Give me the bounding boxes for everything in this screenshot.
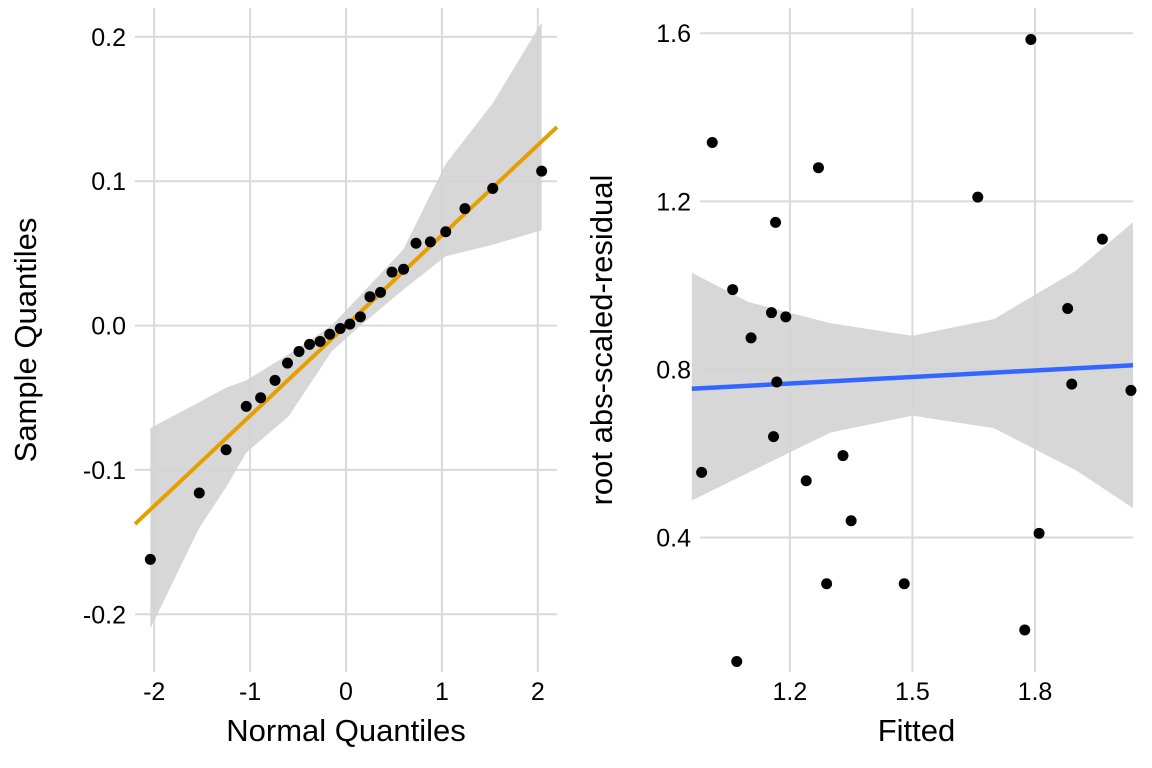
data-point	[220, 444, 232, 456]
data-point	[1125, 384, 1137, 396]
data-point	[410, 237, 422, 249]
data-point	[240, 400, 252, 412]
data-point	[375, 286, 387, 298]
y-tick-label: 1.2	[656, 188, 691, 216]
data-point	[324, 328, 336, 340]
y-axis-title: Sample Quantiles	[8, 218, 43, 463]
data-point	[386, 266, 398, 278]
x-axis-title: Normal Quantiles	[226, 713, 465, 748]
data-point	[281, 357, 293, 369]
data-point	[364, 291, 376, 303]
x-tick-label: -2	[143, 678, 165, 706]
y-tick-label: 0.2	[91, 24, 126, 52]
data-point	[765, 307, 777, 319]
x-tick-label: 1.5	[895, 678, 930, 706]
data-point	[1066, 378, 1078, 390]
y-axis-title: root abs-scaled-residual	[584, 175, 619, 506]
data-point	[354, 311, 366, 323]
data-point	[334, 322, 346, 334]
data-point	[255, 392, 267, 404]
x-tick-label: 1.2	[772, 678, 807, 706]
data-point	[193, 487, 205, 499]
data-point	[837, 450, 849, 462]
y-tick-label: 0.8	[656, 356, 691, 384]
data-point	[972, 191, 984, 203]
data-point	[731, 655, 743, 667]
data-point	[536, 165, 548, 177]
data-point	[293, 346, 305, 358]
data-point	[898, 578, 910, 590]
data-point	[745, 332, 757, 344]
data-point	[398, 263, 410, 275]
data-point	[424, 236, 436, 248]
data-point	[706, 136, 718, 148]
data-point	[727, 284, 739, 296]
y-tick-label: 0.4	[656, 525, 691, 553]
x-tick-label: 0	[339, 678, 353, 706]
data-point	[344, 318, 356, 330]
data-point	[696, 466, 708, 478]
scale-location-panel: 1.2 1.5 1.8 0.4 0.8 1.2 1.6 Fitted root abs-scal…	[584, 8, 1137, 748]
data-point	[821, 578, 833, 590]
data-point	[1025, 34, 1037, 46]
data-point	[487, 182, 499, 194]
data-point	[780, 311, 792, 323]
data-point	[768, 431, 780, 443]
x-tick-label: 2	[531, 678, 545, 706]
y-tick-label: 0.1	[91, 168, 126, 196]
qq-plot-panel: -2 -1 0 1 2 -0.2 -0.1 0.0 0.1 0.2 Normal Quantiles…	[8, 8, 559, 748]
x-tick-label: 1.8	[1018, 678, 1053, 706]
y-tick-label: 1.6	[656, 20, 691, 48]
data-point	[459, 203, 471, 215]
y-tick-label: -0.2	[83, 601, 126, 629]
data-point	[144, 553, 156, 565]
data-point	[845, 515, 857, 527]
data-point	[1096, 233, 1108, 245]
data-point	[1062, 302, 1074, 314]
data-point	[800, 475, 812, 487]
x-tick-label: 1	[435, 678, 449, 706]
data-point	[304, 338, 316, 350]
data-point	[1033, 527, 1045, 539]
y-tick-label: -0.1	[83, 457, 126, 485]
data-point	[770, 216, 782, 228]
data-point	[812, 162, 824, 174]
data-point	[314, 335, 326, 347]
data-point	[1019, 624, 1031, 636]
x-tick-label: -1	[239, 678, 261, 706]
confidence-band	[691, 222, 1133, 509]
smooth-trend-line	[691, 362, 1134, 391]
data-point	[771, 376, 783, 388]
data-point	[269, 374, 281, 386]
y-tick-label: 0.0	[91, 313, 126, 341]
x-axis-title: Fitted	[878, 713, 956, 748]
data-point	[440, 226, 452, 238]
